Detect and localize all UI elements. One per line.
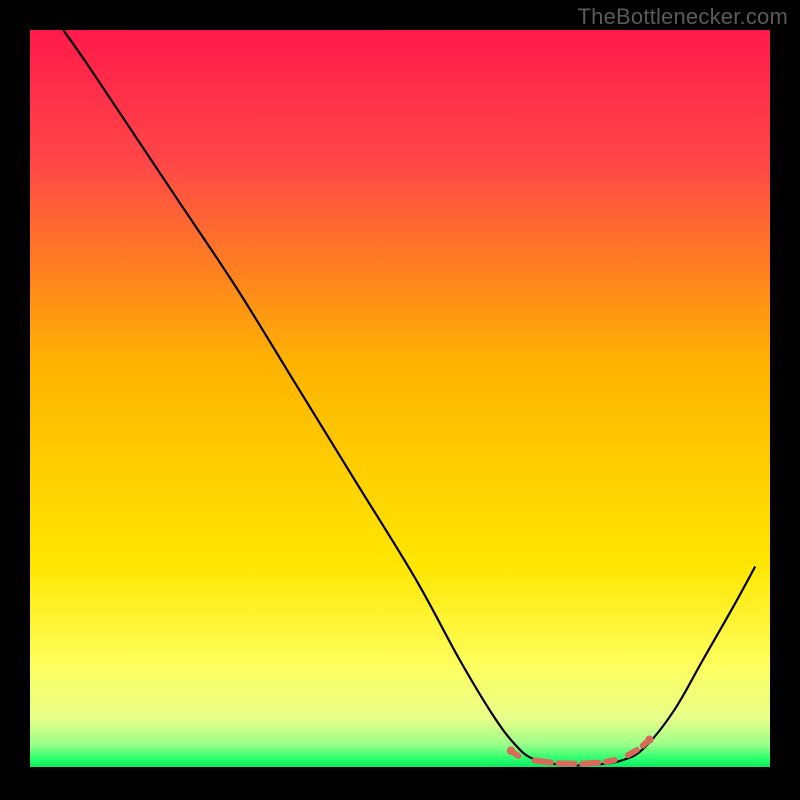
highlight-dash (606, 760, 615, 762)
highlight-dot (645, 735, 653, 743)
highlight-dot (507, 747, 515, 755)
watermark-text: TheBottlenecker.com (578, 4, 788, 30)
plot-background (30, 30, 770, 770)
highlight-dash (582, 763, 598, 764)
bottleneck-chart (0, 0, 800, 800)
highlight-dash (535, 760, 551, 762)
chart-stage: TheBottlenecker.com (0, 0, 800, 800)
plot-bottom-edge (30, 767, 770, 770)
